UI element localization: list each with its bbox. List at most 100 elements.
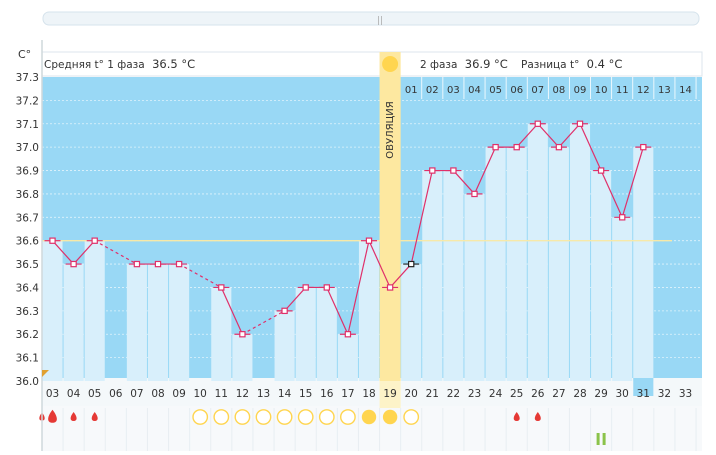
temperature-column[interactable] — [84, 240, 105, 381]
temperature-point[interactable] — [281, 307, 288, 315]
temperature-point[interactable] — [597, 167, 605, 174]
x-tick-label[interactable]: 07 — [130, 388, 143, 400]
temperature-line-segment — [600, 170, 623, 218]
temperature-column[interactable] — [569, 123, 591, 382]
temperature-column[interactable] — [42, 240, 63, 381]
bleeding-drop-icon — [70, 412, 77, 421]
x-tick-label[interactable]: 30 — [616, 388, 629, 400]
temperature-point[interactable] — [492, 143, 499, 151]
temperature-point[interactable] — [471, 190, 478, 198]
x-tick-label[interactable]: 08 — [151, 388, 164, 400]
temperature-point[interactable] — [513, 143, 520, 151]
temperature-line-segment — [220, 287, 243, 335]
temperature-point[interactable] — [70, 260, 77, 268]
x-tick-label[interactable]: 21 — [426, 388, 439, 400]
temperature-point[interactable] — [154, 260, 162, 268]
x-tick-label[interactable]: 04 — [67, 388, 81, 400]
x-tick-label[interactable]: 28 — [573, 388, 586, 400]
x-tick-label[interactable]: 03 — [46, 388, 59, 400]
horizontal-scrollbar[interactable] — [42, 11, 700, 26]
temperature-point[interactable] — [618, 214, 626, 221]
temperature-point[interactable] — [576, 120, 584, 127]
temperature-column[interactable] — [506, 147, 527, 381]
phase2-prefix: 2 фаза — [420, 59, 457, 71]
x-tick-label[interactable]: 17 — [341, 388, 354, 400]
temperature-point[interactable] — [640, 143, 647, 151]
temperature-point[interactable] — [323, 284, 331, 291]
ovulation-label: ОВУЛЯЦИЯ — [385, 101, 396, 159]
y-tick-label: 37.3 — [16, 72, 39, 84]
temperature-column[interactable] — [147, 264, 169, 381]
temperature-point[interactable] — [555, 143, 563, 151]
temperature-column[interactable] — [527, 123, 548, 382]
x-tick-label[interactable]: 14 — [278, 388, 292, 400]
temperature-column[interactable] — [295, 287, 316, 381]
temperature-point[interactable] — [429, 167, 436, 174]
temperature-column[interactable] — [337, 334, 358, 381]
temperature-column[interactable] — [274, 310, 295, 381]
phase2-day-label: 08 — [553, 85, 566, 96]
temperature-column[interactable] — [548, 147, 569, 381]
temperature-column[interactable] — [612, 217, 633, 381]
x-tick-label[interactable]: 27 — [552, 388, 565, 400]
temperature-column[interactable] — [401, 264, 422, 381]
x-tick-label[interactable]: 20 — [405, 388, 418, 400]
temperature-column[interactable] — [464, 193, 485, 381]
x-tick-label[interactable]: 13 — [257, 388, 270, 400]
temperature-column[interactable] — [358, 240, 380, 381]
temperature-column[interactable] — [316, 287, 337, 381]
temperature-column[interactable] — [169, 264, 190, 381]
temperature-point[interactable] — [133, 260, 141, 268]
temperature-column[interactable] — [485, 147, 506, 381]
temperature-column[interactable] — [422, 170, 443, 381]
temperature-point[interactable] — [450, 167, 457, 174]
x-tick-label[interactable]: 18 — [362, 388, 375, 400]
temperature-column[interactable] — [633, 147, 654, 381]
phase1-avg-label: Средняя t° 1 фаза 36.5 °C — [44, 57, 195, 71]
x-tick-label[interactable]: 33 — [679, 388, 692, 400]
temperature-point[interactable] — [239, 331, 246, 338]
x-tick-label[interactable]: 09 — [172, 388, 185, 400]
x-tick-label[interactable]: 22 — [447, 388, 460, 400]
temperature-point[interactable] — [408, 260, 415, 268]
phase2-day-label: 10 — [595, 85, 608, 96]
temperature-column[interactable] — [443, 170, 464, 381]
x-tick-label[interactable]: 24 — [489, 388, 503, 400]
temperature-point[interactable] — [218, 284, 225, 291]
x-tick-label[interactable]: 12 — [236, 388, 249, 400]
x-tick-label[interactable]: 11 — [215, 388, 228, 400]
temperature-column[interactable] — [591, 170, 612, 381]
y-tick-label: 36.0 — [16, 376, 39, 388]
temperature-point[interactable] — [365, 237, 373, 244]
temperature-point[interactable] — [302, 284, 309, 291]
x-tick-label[interactable]: 19 — [383, 388, 396, 400]
temperature-column[interactable] — [232, 334, 253, 381]
x-tick-label[interactable]: 15 — [299, 388, 312, 400]
x-tick-label[interactable]: 25 — [510, 388, 523, 400]
temperature-column[interactable] — [211, 287, 232, 381]
temperature-point[interactable] — [344, 331, 352, 338]
x-tick-label[interactable]: 06 — [109, 388, 123, 400]
phase2-day-label: 14 — [679, 85, 692, 96]
x-tick-label[interactable]: 10 — [194, 388, 207, 400]
temperature-point[interactable] — [534, 120, 542, 127]
temperature-point[interactable] — [386, 284, 394, 291]
x-tick-label[interactable]: 31 — [637, 388, 650, 400]
x-tick-label[interactable]: 16 — [320, 388, 334, 400]
mucus-empty-circle-icon — [276, 409, 293, 425]
temperature-point[interactable] — [49, 237, 56, 244]
x-tick-label[interactable]: 32 — [658, 388, 671, 400]
temperature-column[interactable] — [126, 264, 147, 381]
x-tick-label[interactable]: 23 — [468, 388, 481, 400]
temperature-point[interactable] — [91, 237, 98, 244]
temperature-line-segment — [389, 263, 412, 288]
temperature-column[interactable] — [63, 264, 84, 381]
temperature-line-segment — [579, 123, 602, 171]
x-tick-label[interactable]: 26 — [531, 388, 545, 400]
x-tick-label[interactable]: 05 — [88, 388, 101, 400]
temperature-point[interactable] — [175, 260, 183, 268]
temperature-line-segment — [516, 123, 539, 148]
x-tick-label[interactable]: 29 — [594, 388, 607, 400]
scrollbar-grip-icon[interactable]: || — [377, 16, 383, 26]
